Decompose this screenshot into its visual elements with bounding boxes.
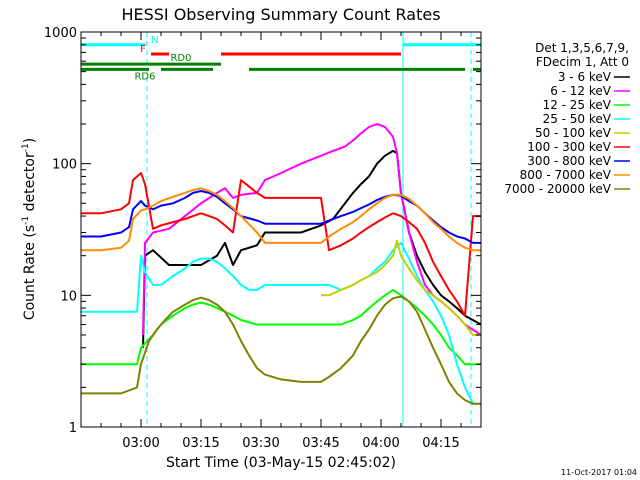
legend-label: 100 - 300 keV (527, 140, 611, 154)
y-axis-label-sup1: -1 (21, 216, 31, 225)
series-line-6-12-kev (142, 123, 482, 336)
x-axis-ticks: 03:00 03:15 03:30 03:45 04:00 04:15 (100, 32, 462, 451)
flag-label-f: F (140, 44, 146, 55)
legend-header-line-1: Det 1,3,5,6,7,9, (535, 41, 629, 55)
y-axis-label-end: ) (22, 138, 38, 143)
flag-label-n: N (151, 35, 158, 46)
legend-label: 6 - 12 keV (550, 84, 612, 98)
y-axis-label-mid: detector (22, 152, 38, 216)
vertical-markers (146, 32, 472, 427)
legend-header-line-2: FDecim 1, Att 0 (536, 55, 629, 69)
x-tick-label: 04:15 (422, 436, 459, 451)
series-line-800-7000-kev (81, 187, 481, 252)
legend-label: 12 - 25 keV (543, 98, 612, 112)
y-axis-label-main: Count Rate (s (22, 225, 38, 320)
y-axis-ticks: 1 10 100 1000 (44, 26, 481, 436)
flag-label-rd0: RD0 (170, 53, 191, 64)
y-tick-label: 10 (60, 289, 77, 304)
legend-label: 800 - 7000 keV (520, 168, 612, 182)
y-tick-label: 1 (69, 421, 77, 436)
x-tick-label: 04:00 (362, 436, 399, 451)
legend-label: 25 - 50 keV (543, 112, 612, 126)
x-tick-label: 03:15 (182, 436, 219, 451)
y-tick-label: 1000 (44, 26, 77, 41)
flag-label-rd6: RD6 (134, 71, 155, 82)
series-layer (81, 123, 482, 405)
series-line-50-100-kev (321, 239, 481, 336)
series-line-100-300-kev (81, 172, 481, 317)
chart-title: HESSI Observing Summary Count Rates (121, 5, 440, 24)
x-tick-label: 03:30 (242, 436, 279, 451)
legend-label: 7000 - 20000 keV (504, 182, 611, 196)
y-axis-label-sup2: -1 (21, 143, 31, 152)
generation-timestamp: 11-Oct-2017 01:04 (561, 468, 637, 477)
legend: Det 1,3,5,6,7,9, FDecim 1, Att 0 3 - 6 k… (504, 41, 630, 196)
legend-label: 300 - 800 keV (527, 154, 611, 168)
flag-bars: NF RD0 RD6 (81, 35, 481, 82)
x-axis-label: Start Time (03-May-15 02:45:02) (166, 455, 396, 471)
series-line-7000-20000-kev (81, 295, 481, 405)
legend-label: 3 - 6 keV (558, 70, 612, 84)
legend-label: 50 - 100 keV (535, 126, 612, 140)
series-line-12-25-kev (81, 288, 481, 366)
x-tick-label: 03:45 (302, 436, 339, 451)
y-axis-label: Count Rate (s-1 detector-1) (21, 138, 38, 320)
y-tick-label: 100 (52, 158, 77, 173)
x-tick-label: 03:00 (122, 436, 159, 451)
series-line-3-6-kev (142, 149, 482, 348)
